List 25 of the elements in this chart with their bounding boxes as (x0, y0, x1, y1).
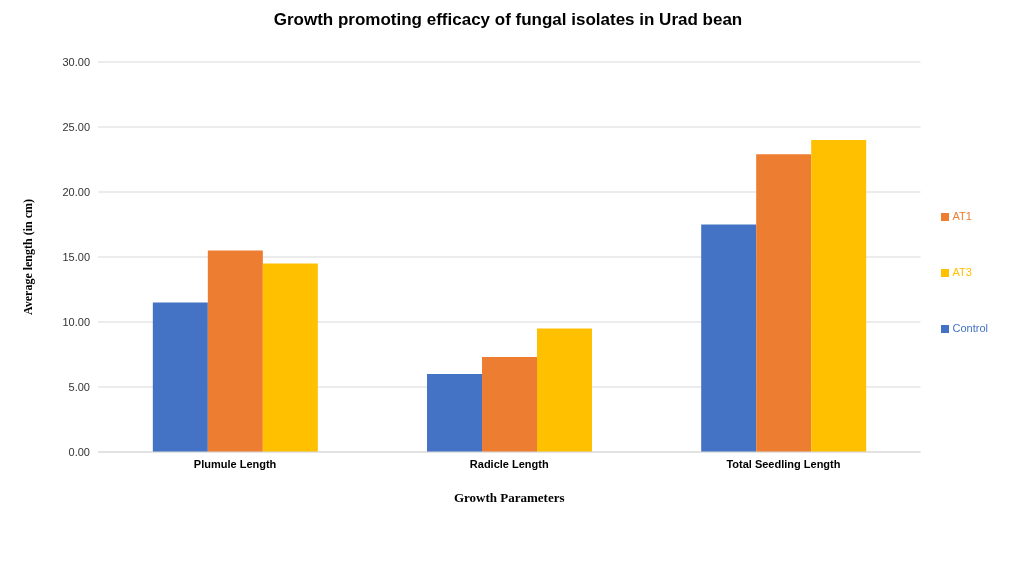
x-tick-label: Plumule Length (193, 457, 277, 470)
y-tick-label: 30.00 (62, 55, 90, 68)
x-tick-label: Total Seedling Length (726, 457, 841, 470)
legend-label: AT3 (952, 266, 972, 278)
y-axis-title: Average length (in cm) (21, 198, 36, 316)
x-axis-title: Growth Parameters (453, 490, 565, 505)
bar (701, 224, 757, 452)
bar (482, 357, 538, 452)
y-tick-label: 25.00 (62, 120, 90, 133)
legend-label: AT1 (952, 210, 972, 222)
bar (756, 154, 812, 452)
x-tick-label: Radicle Length (469, 457, 549, 470)
y-tick-label: 0.00 (68, 445, 90, 458)
y-tick-label: 15.00 (62, 250, 90, 263)
bar (811, 140, 867, 452)
bar (152, 302, 208, 452)
y-tick-label: 10.00 (62, 315, 90, 328)
bar (427, 374, 483, 452)
y-tick-label: 5.00 (68, 380, 90, 393)
legend-label: Control (952, 322, 988, 334)
y-tick-label: 20.00 (62, 185, 90, 198)
bar (207, 250, 263, 452)
bar (537, 328, 593, 452)
bar (262, 263, 318, 452)
chart-title: Growth promoting efficacy of fungal isolates in Urad bean (272, 9, 744, 31)
